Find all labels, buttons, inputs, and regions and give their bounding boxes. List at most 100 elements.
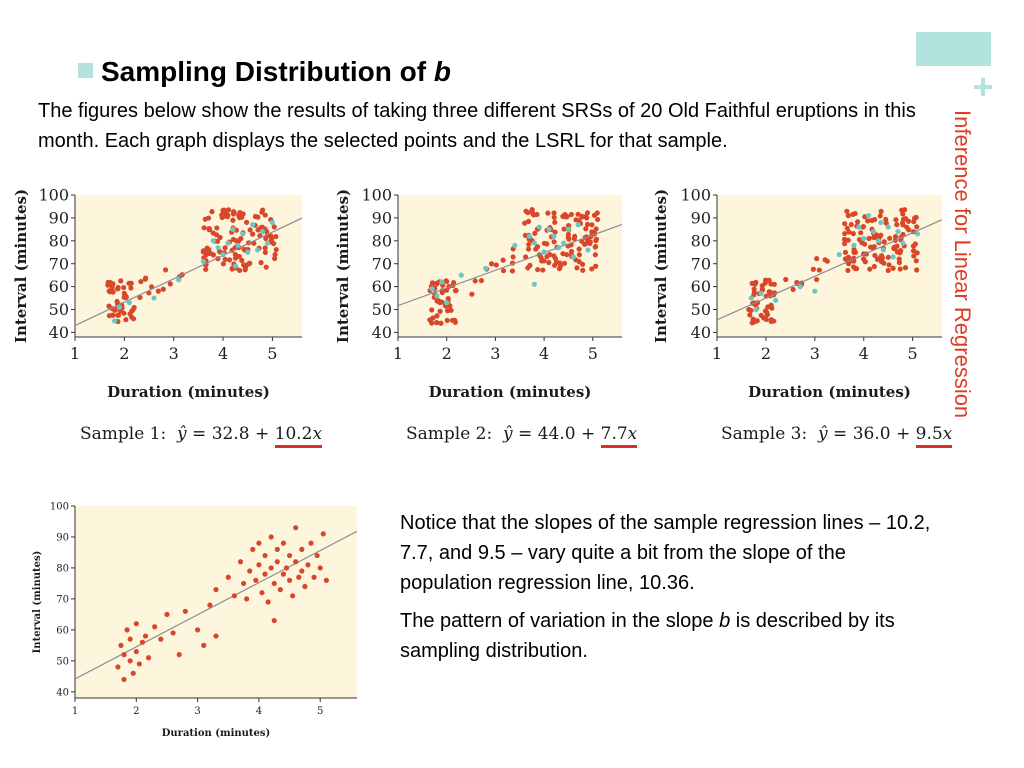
population-point bbox=[893, 217, 899, 223]
population-point bbox=[552, 229, 558, 235]
population-point bbox=[593, 263, 599, 269]
population-point bbox=[551, 210, 557, 216]
population-point bbox=[286, 552, 293, 559]
population-point bbox=[842, 249, 849, 255]
population-point bbox=[845, 267, 851, 274]
sample-point bbox=[546, 226, 552, 232]
sample-point bbox=[575, 222, 581, 228]
population-point bbox=[167, 281, 173, 287]
population-point bbox=[127, 636, 133, 642]
population-point bbox=[592, 252, 598, 258]
population-point bbox=[258, 260, 264, 266]
population-point bbox=[217, 234, 223, 241]
population-point bbox=[591, 212, 598, 218]
sample-point bbox=[111, 318, 118, 324]
sample-point bbox=[126, 300, 132, 306]
population-point bbox=[747, 312, 753, 318]
population-point bbox=[767, 289, 774, 295]
sample-point bbox=[526, 233, 533, 239]
population-point bbox=[271, 224, 277, 230]
population-point bbox=[237, 267, 243, 274]
sample-point bbox=[269, 219, 275, 226]
population-point bbox=[121, 676, 127, 683]
population-point bbox=[556, 266, 562, 272]
population-point bbox=[115, 284, 121, 291]
slide-heading: Sampling Distribution of b bbox=[78, 56, 451, 92]
population-point bbox=[274, 559, 280, 565]
population-point bbox=[204, 245, 210, 251]
population-point bbox=[866, 235, 872, 242]
population-point bbox=[525, 218, 532, 224]
y-tick-label: 90 bbox=[49, 209, 69, 228]
equation-middle: = 44.0 + bbox=[512, 424, 601, 444]
population-point bbox=[121, 284, 127, 291]
population-point bbox=[887, 235, 893, 241]
plot-marks bbox=[398, 207, 622, 326]
population-point bbox=[885, 267, 891, 274]
y-tick-label: 60 bbox=[372, 277, 392, 296]
population-point bbox=[277, 587, 283, 593]
y-axis-title: Interval (minutes) bbox=[652, 189, 670, 343]
sample-point bbox=[812, 288, 818, 294]
note-slopes: Notice that the slopes of the sample reg… bbox=[400, 512, 931, 594]
population-point bbox=[585, 237, 591, 243]
population-point bbox=[748, 307, 754, 314]
population-point bbox=[860, 256, 867, 262]
population-point bbox=[914, 224, 920, 230]
population-point bbox=[225, 207, 232, 213]
population-point bbox=[535, 267, 541, 273]
population-point bbox=[556, 260, 563, 266]
population-point bbox=[250, 546, 256, 552]
sample-point bbox=[856, 224, 862, 230]
population-point bbox=[912, 241, 918, 247]
population-point bbox=[437, 308, 443, 314]
population-point bbox=[850, 231, 856, 237]
population-point bbox=[305, 562, 311, 568]
population-point bbox=[126, 280, 132, 286]
regression-line bbox=[717, 219, 942, 321]
equation-middle: = 36.0 + bbox=[827, 424, 916, 444]
note-text-end: is described by its sampling distributio… bbox=[400, 610, 895, 662]
y-tick-label: 60 bbox=[49, 277, 69, 296]
sample-point bbox=[753, 306, 759, 313]
population-point bbox=[892, 234, 899, 240]
y-tick-label: 50 bbox=[56, 656, 69, 667]
sample-point bbox=[836, 251, 842, 258]
population-point bbox=[201, 225, 207, 231]
y-tick-label: 60 bbox=[56, 625, 69, 636]
population-point bbox=[293, 559, 299, 565]
sample-point bbox=[264, 240, 271, 246]
sample-3-equation: Sample 3: ŷ = 36.0 + 9.5x bbox=[721, 424, 953, 448]
sample-point bbox=[225, 240, 231, 246]
population-point bbox=[130, 307, 136, 313]
population-point bbox=[858, 230, 864, 236]
y-tick-label: 80 bbox=[372, 231, 392, 250]
population-point bbox=[894, 249, 901, 255]
y-hat-symbol: ŷ bbox=[818, 424, 828, 444]
population-point bbox=[856, 236, 863, 243]
sample-point bbox=[429, 286, 435, 292]
sample-point bbox=[151, 295, 157, 301]
population-point bbox=[130, 670, 136, 676]
population-point bbox=[244, 596, 250, 602]
population-point bbox=[170, 630, 176, 636]
x-tick-label: 4 bbox=[218, 344, 228, 363]
population-point bbox=[545, 210, 551, 216]
population-point bbox=[272, 251, 278, 258]
population-point bbox=[452, 317, 458, 323]
y-tick-label: 40 bbox=[49, 323, 69, 342]
population-point bbox=[845, 254, 852, 260]
population-point bbox=[897, 266, 903, 272]
y-tick-label: 40 bbox=[372, 323, 392, 342]
population-point bbox=[771, 281, 777, 287]
square-bullet-icon bbox=[78, 63, 93, 78]
population-point bbox=[158, 636, 164, 642]
slope-value: 9.5 bbox=[915, 424, 943, 444]
population-point bbox=[751, 319, 758, 325]
plot-marks bbox=[717, 207, 942, 326]
population-point bbox=[142, 633, 149, 639]
x-tick-label: 1 bbox=[712, 344, 722, 363]
y-tick-label: 100 bbox=[38, 186, 69, 205]
sample-label: Sample 1: bbox=[80, 424, 167, 444]
sample-1-scatter-chart: 40 50 60 70 80 90 100 1 2 3 4 5 Duration (minutes) In… bbox=[12, 186, 302, 401]
